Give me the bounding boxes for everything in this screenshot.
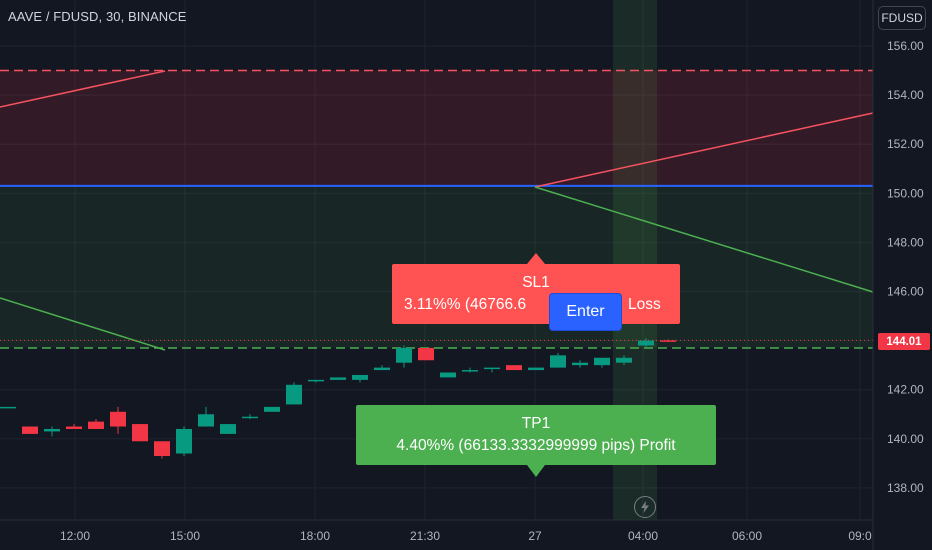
stop-loss-zone [0, 70, 873, 186]
price-tick-label: 156.00 [887, 39, 924, 53]
candle-body [264, 406, 280, 412]
candle-body [374, 367, 390, 371]
trend-line-red [534, 112, 874, 188]
price-axis: 156.00 154.00 152.00 150.00 148.00 146.00 142.… [872, 0, 924, 550]
time-tick-label: 15:00 [170, 529, 200, 543]
stop-loss-pointer [527, 253, 545, 264]
candle-body [462, 370, 478, 372]
candle-body [572, 362, 588, 366]
stop-loss-detail-right: Loss [628, 296, 661, 313]
candle-body [484, 367, 500, 370]
candle-body [88, 421, 104, 429]
candle-body [66, 426, 82, 429]
take-profit-detail: 4.40%% (66133.3332999999 pips) Profit [396, 437, 676, 454]
stop-loss-detail-left: 3.11%% (46766.6 [404, 296, 527, 313]
candle-body [550, 355, 566, 368]
candle-body [22, 426, 38, 434]
price-tick-label: 152.00 [887, 137, 924, 151]
price-tick-label: 154.00 [887, 88, 924, 102]
candle-body [418, 347, 434, 361]
price-tick-label: 148.00 [887, 235, 924, 249]
candle-body [594, 357, 610, 366]
candle-body [506, 365, 522, 371]
stop-loss-title: SL1 [522, 274, 550, 291]
candle-body [308, 379, 324, 382]
candle-body [176, 428, 192, 454]
take-profit-title: TP1 [521, 415, 551, 432]
candle-body [198, 414, 214, 427]
take-profit-label[interactable]: TP1 4.40%% (66133.3332999999 pips) Profi… [356, 405, 716, 465]
time-tick-label: 12:00 [60, 529, 90, 543]
trend-line-green [534, 186, 874, 293]
candle-body [440, 372, 456, 378]
candlestick-series [0, 338, 676, 459]
trend-line-red [0, 70, 166, 108]
candle-body [154, 441, 170, 456]
trade-zones [0, 0, 873, 520]
candle-body [396, 347, 412, 363]
candle-body [242, 416, 258, 419]
price-tick-label: 150.00 [887, 186, 924, 200]
price-tick-label: 140.00 [887, 432, 924, 446]
candle-body [0, 406, 16, 409]
trade-lines [0, 69, 874, 477]
stop-loss-detail: 3.11%% (46766.6 Loss [392, 294, 680, 316]
time-axis: 12:00 15:00 18:00 21:30 27 04:00 06:00 09:0 [0, 519, 873, 543]
symbol-label: AAVE / FDUSD, 30, BINANCE [8, 9, 187, 24]
candle-body [352, 374, 368, 380]
take-profit-pointer [527, 465, 545, 477]
candle-body [220, 424, 236, 434]
candle-body [660, 340, 676, 342]
time-tick-label: 09:0 [848, 529, 872, 543]
candle-body [330, 377, 346, 380]
trend-line-green [0, 297, 166, 351]
candle-body [132, 424, 148, 442]
last-price-tag: 144.01 [878, 333, 930, 350]
price-tick-label: 142.00 [887, 383, 924, 397]
time-tick-label: 21:30 [410, 529, 440, 543]
candle-body [528, 367, 544, 371]
lightning-icon[interactable] [634, 496, 656, 518]
time-tick-label: 27 [528, 529, 542, 543]
candle-body [44, 428, 60, 432]
time-tick-label: 18:00 [300, 529, 330, 543]
currency-button[interactable]: FDUSD [878, 6, 926, 30]
time-tick-label: 06:00 [732, 529, 762, 543]
candle-body [638, 340, 654, 346]
candle-body [616, 357, 632, 363]
time-tick-label: 04:00 [628, 529, 658, 543]
candle-body [110, 411, 126, 427]
price-tick-label: 138.00 [887, 481, 924, 495]
entry-button[interactable]: Enter [549, 293, 622, 331]
candle-body [286, 384, 302, 405]
price-tick-label: 146.00 [887, 285, 924, 299]
stop-loss-label[interactable]: SL1 3.11%% (46766.6 Loss [392, 264, 680, 324]
